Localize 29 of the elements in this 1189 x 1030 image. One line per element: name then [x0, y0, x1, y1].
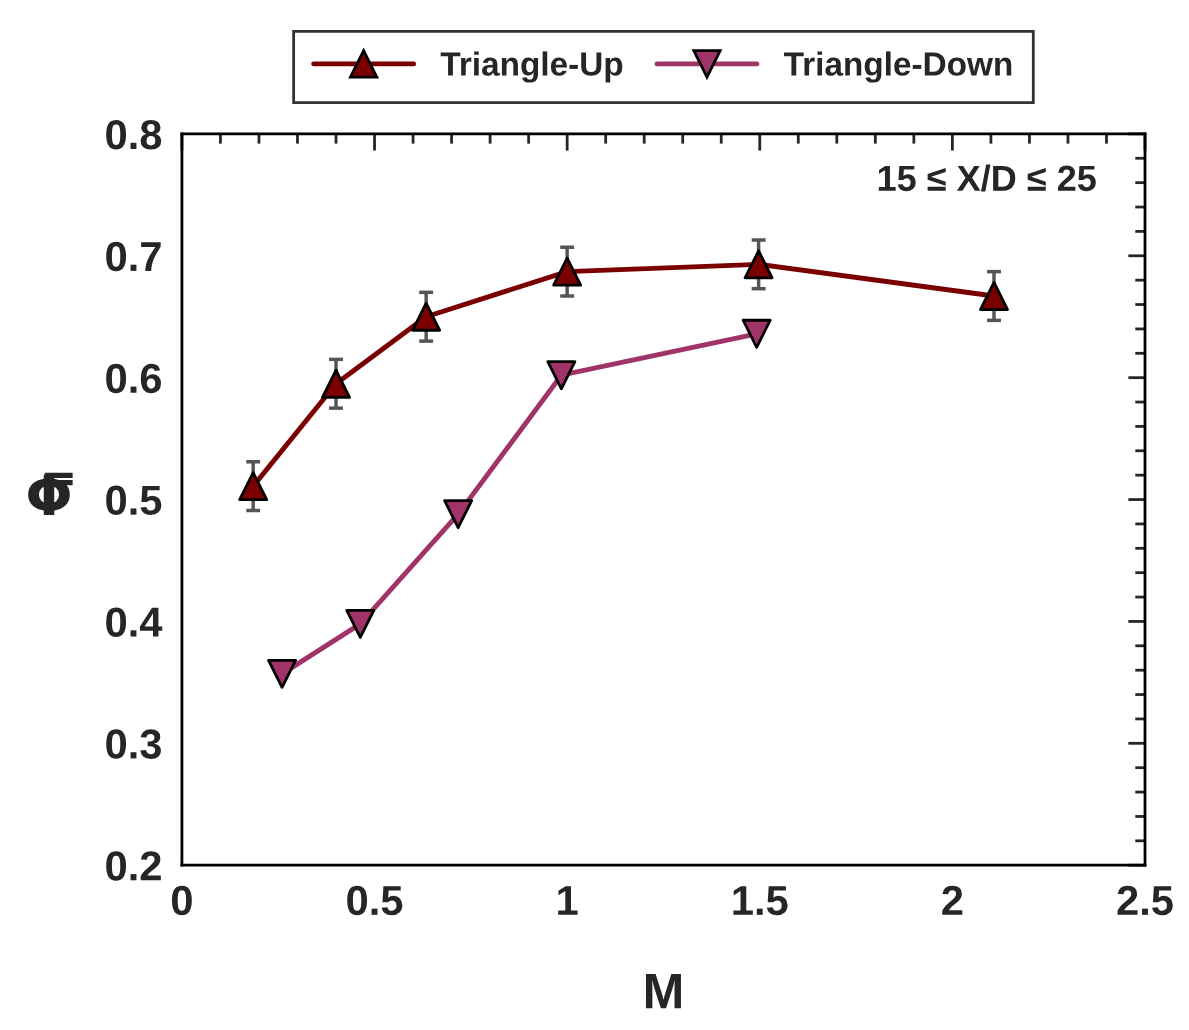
point [546, 360, 577, 391]
legend-label: Triangle-Up [440, 51, 623, 83]
x-tick-label: 2.5 [1117, 885, 1173, 916]
point [552, 256, 583, 287]
y-tick-label: 0.5 [106, 485, 162, 516]
x-tick-label: 0.5 [347, 885, 403, 916]
point [267, 658, 297, 689]
x-axis-title: M [645, 973, 681, 1009]
y-tick-label: 0.8 [106, 119, 162, 150]
y-tick-label: 0.6 [106, 363, 161, 394]
x-tick-label: 0 [171, 885, 192, 916]
point [743, 249, 774, 280]
point [443, 499, 474, 530]
y-tick-label: 0.2 [106, 851, 161, 881]
x-tick-label: 2 [942, 885, 963, 915]
point [321, 368, 351, 399]
x-tick-label: 1 [558, 886, 578, 915]
y-tick-label: 0.4 [106, 607, 163, 637]
point [979, 281, 1009, 311]
legend-label: Triangle-Down [784, 51, 1012, 83]
y-tick-label: 0.7 [106, 241, 161, 272]
point [345, 608, 376, 639]
annotation: 15 ≤ X/D ≤ 25 [878, 164, 1096, 192]
point [741, 318, 772, 349]
y-tick-label: 0.3 [106, 729, 161, 759]
x-tick-label: 1.5 [733, 886, 788, 916]
y-axis-title: Φ̿ [28, 472, 73, 515]
point [238, 471, 269, 502]
point [411, 301, 442, 332]
